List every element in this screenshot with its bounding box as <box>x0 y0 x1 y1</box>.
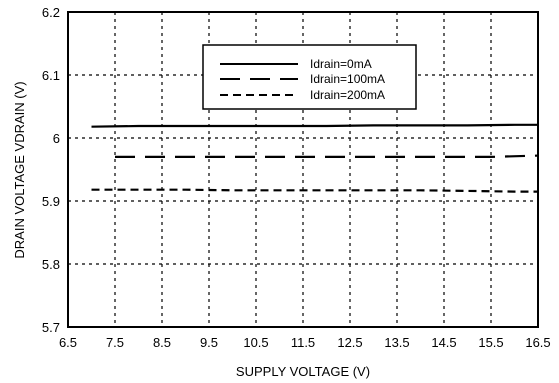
x-tick-label: 11.5 <box>291 335 315 350</box>
legend-label-1: Idrain=100mA <box>310 72 385 86</box>
legend-label-0: Idrain=0mA <box>310 57 372 71</box>
series-line-1 <box>115 154 539 158</box>
series-lines <box>91 123 539 193</box>
x-tick-label: 6.5 <box>59 335 77 350</box>
x-axis-label: SUPPLY VOLTAGE (V) <box>236 364 370 379</box>
grid <box>68 12 538 327</box>
y-tick-label: 6.1 <box>42 68 60 83</box>
series-line-2 <box>91 188 538 193</box>
y-tick-labels: 5.7 5.8 5.9 6 6.1 6.2 <box>42 5 60 335</box>
x-tick-label: 13.5 <box>384 335 409 350</box>
plot-frame <box>67 11 539 328</box>
y-tick-label: 6.2 <box>42 5 60 20</box>
x-tick-label: 12.5 <box>337 335 362 350</box>
x-tick-label: 16.5 <box>525 335 550 350</box>
x-tick-label: 10.5 <box>243 335 268 350</box>
x-tick-label: 15.5 <box>478 335 503 350</box>
y-tick-label: 5.7 <box>42 320 60 335</box>
x-tick-label: 8.5 <box>153 335 171 350</box>
x-tick-label: 7.5 <box>106 335 124 350</box>
legend-box <box>202 44 417 110</box>
series-line-0 <box>91 123 538 128</box>
legend: Idrain=0mA Idrain=100mA Idrain=200mA <box>202 44 417 110</box>
x-tick-label: 14.5 <box>431 335 456 350</box>
x-tick-labels: 6.5 7.5 8.5 9.5 10.5 11.5 12.5 13.5 14.5 15.5 16.5 <box>59 335 551 350</box>
y-tick-label: 6 <box>53 131 60 146</box>
y-axis-label: DRAIN VOLTAGE VDRAIN (V) <box>12 81 27 258</box>
legend-label-2: Idrain=200mA <box>310 88 385 102</box>
y-tick-label: 5.8 <box>42 257 60 272</box>
y-tick-label: 5.9 <box>42 194 60 209</box>
x-tick-label: 9.5 <box>200 335 218 350</box>
